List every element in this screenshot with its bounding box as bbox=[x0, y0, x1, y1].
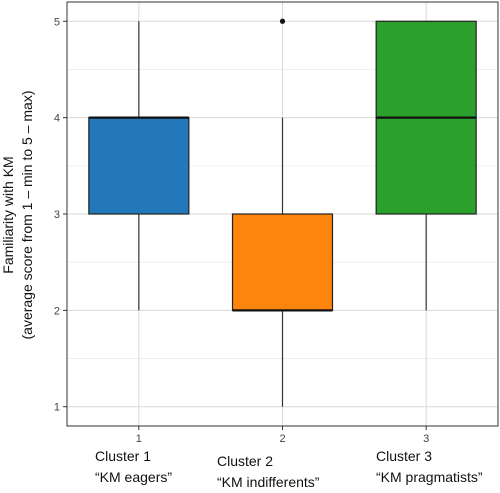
box bbox=[88, 117, 190, 215]
y-tick-labels: 1 2 3 4 5 bbox=[54, 16, 67, 414]
y-tick-label: 5 bbox=[54, 16, 60, 28]
y-tick-label: 1 bbox=[54, 402, 60, 414]
y-tick-label: 4 bbox=[54, 113, 60, 125]
caption-cluster-3-line2: “KM pragmatists” bbox=[376, 469, 483, 485]
caption-cluster-2-line1: Cluster 2 bbox=[217, 453, 274, 469]
x-tick-label: 3 bbox=[423, 433, 429, 445]
y-axis-sublabel: (average score from 1 – min to 5 – max) bbox=[19, 91, 35, 340]
x-tick-label: 2 bbox=[279, 433, 285, 445]
box-cluster-3 bbox=[375, 20, 477, 311]
y-tick-label: 3 bbox=[54, 209, 60, 221]
outlier-point bbox=[279, 18, 286, 24]
boxes bbox=[88, 18, 477, 407]
caption-cluster-2-line2: “KM indifferents” bbox=[217, 474, 320, 490]
x-tick-labels: 1 2 3 bbox=[136, 426, 429, 445]
y-tick-label: 2 bbox=[54, 305, 60, 317]
box bbox=[231, 213, 334, 311]
box-cluster-2 bbox=[231, 18, 334, 407]
caption-cluster-1-line1: Cluster 1 bbox=[95, 448, 152, 464]
caption-cluster-3-line1: Cluster 3 bbox=[376, 448, 433, 464]
caption-cluster-1-line2: “KM eagers” bbox=[95, 469, 173, 485]
box-cluster-1 bbox=[88, 21, 190, 311]
x-tick-label: 1 bbox=[136, 433, 142, 445]
y-axis-label: Familiarity with KM bbox=[0, 156, 16, 273]
